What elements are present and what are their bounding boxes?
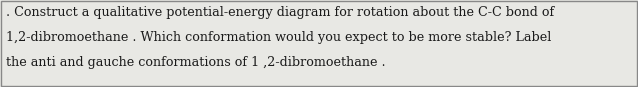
Text: . Construct a qualitative potential-energy diagram for rotation about the C-C bo: . Construct a qualitative potential-ener… [6,6,554,19]
Text: 1,2-dibromoethane . Which conformation would you expect to be more stable? Label: 1,2-dibromoethane . Which conformation w… [6,31,551,44]
Text: the anti and gauche conformations of 1 ,2-dibromoethane .: the anti and gauche conformations of 1 ,… [6,56,385,69]
